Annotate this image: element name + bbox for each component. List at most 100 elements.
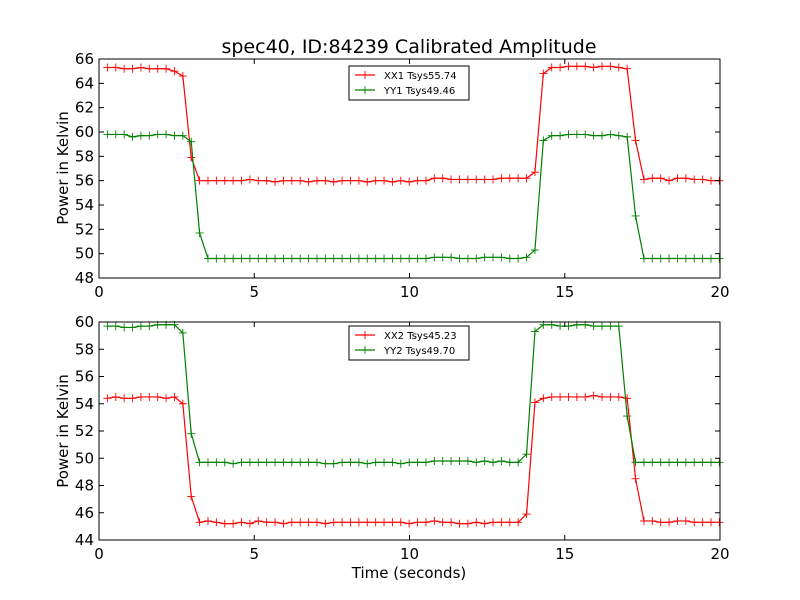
data-point-marker — [514, 254, 523, 263]
data-point-marker — [220, 458, 229, 467]
data-point-marker — [178, 131, 187, 140]
data-point-marker — [111, 392, 120, 401]
data-point-marker — [145, 322, 154, 331]
data-point-marker — [681, 174, 690, 183]
data-point-marker — [681, 254, 690, 263]
legend-swatch-marker — [361, 71, 369, 79]
data-point-marker — [405, 177, 414, 186]
data-point-marker — [195, 518, 204, 527]
data-point-marker — [304, 518, 313, 527]
data-point-marker — [472, 518, 481, 527]
data-point-marker — [614, 63, 623, 72]
data-point-marker — [623, 412, 632, 421]
legend-swatch-marker — [361, 346, 369, 354]
data-point-marker — [639, 458, 648, 467]
data-point-marker — [254, 516, 263, 525]
data-point-marker — [187, 153, 196, 162]
y-tick-label: 52 — [75, 422, 94, 440]
data-point-marker — [715, 518, 724, 527]
data-point-marker — [547, 131, 556, 140]
data-point-marker — [665, 176, 674, 185]
y-tick-label: 54 — [75, 395, 94, 413]
x-tick-label: 10 — [400, 545, 419, 563]
data-point-marker — [111, 322, 120, 331]
data-point-marker — [673, 458, 682, 467]
data-point-marker — [656, 518, 665, 527]
data-point-marker — [111, 130, 120, 139]
data-point-marker — [304, 458, 313, 467]
bottom-panel-ylabel: Power in Kelvin — [54, 374, 72, 488]
data-point-marker — [237, 458, 246, 467]
y-tick-label: 66 — [75, 50, 94, 68]
data-point-marker — [212, 254, 221, 263]
legend-swatch-marker — [361, 331, 369, 339]
chart-title: spec40, ID:84239 Calibrated Amplitude — [221, 36, 596, 58]
data-point-marker — [120, 64, 129, 73]
data-point-marker — [656, 174, 665, 183]
data-point-marker — [698, 518, 707, 527]
y-tick-label: 50 — [75, 245, 94, 263]
data-point-marker — [690, 518, 699, 527]
data-point-marker — [514, 458, 523, 467]
series-line — [107, 133, 720, 260]
data-point-marker — [287, 518, 296, 527]
legend-entry: YY1 Tsys49.46 — [355, 86, 455, 97]
top-panel-ylabel: Power in Kelvin — [54, 111, 72, 225]
data-point-marker — [530, 168, 539, 177]
data-point-marker — [128, 323, 137, 332]
data-point-marker — [614, 392, 623, 401]
data-point-marker — [346, 518, 355, 527]
data-point-marker — [706, 458, 715, 467]
data-point-marker — [497, 253, 506, 262]
data-point-marker — [430, 253, 439, 262]
data-point-marker — [539, 394, 548, 403]
data-point-marker — [354, 176, 363, 185]
data-point-marker — [589, 322, 598, 331]
data-point-marker — [212, 458, 221, 467]
data-point-marker — [388, 254, 397, 263]
data-point-marker — [522, 174, 531, 183]
y-tick-label: 56 — [75, 172, 94, 190]
data-point-marker — [329, 518, 338, 527]
y-tick-label: 60 — [75, 313, 94, 331]
data-point-marker — [262, 176, 271, 185]
data-point-marker — [237, 176, 246, 185]
data-point-marker — [220, 176, 229, 185]
legend-box — [348, 325, 470, 361]
data-point-marker — [178, 72, 187, 81]
legend-label: XX2 Tsys45.23 — [384, 331, 457, 342]
data-point-marker — [706, 518, 715, 527]
data-point-marker — [447, 253, 456, 262]
bottom-panel-xlabel: Time (seconds) — [351, 564, 467, 582]
data-point-marker — [480, 519, 489, 528]
legend-label: YY1 Tsys49.46 — [383, 86, 455, 97]
data-point-marker — [480, 456, 489, 465]
data-point-marker — [120, 394, 129, 403]
data-point-marker — [665, 254, 674, 263]
data-point-marker — [681, 516, 690, 525]
series-yy — [103, 320, 724, 468]
data-point-marker — [673, 516, 682, 525]
data-point-marker — [413, 518, 422, 527]
legend-box — [348, 65, 470, 101]
data-point-marker — [312, 176, 321, 185]
data-point-marker — [514, 518, 523, 527]
data-point-marker — [354, 518, 363, 527]
data-point-marker — [371, 518, 380, 527]
data-point-marker — [203, 176, 212, 185]
data-point-marker — [153, 130, 162, 139]
data-point-marker — [170, 67, 179, 76]
data-point-marker — [271, 177, 280, 186]
data-point-marker — [203, 254, 212, 263]
data-point-marker — [212, 518, 221, 527]
data-point-marker — [220, 519, 229, 528]
data-point-marker — [170, 392, 179, 401]
legend-label: XX1 Tsys55.74 — [384, 71, 457, 82]
data-point-marker — [698, 254, 707, 263]
top-panel: Power in Kelvin 0 5 10 15 20 48 50 52 54 56 58 60 62… — [54, 50, 730, 301]
data-point-marker — [421, 176, 430, 185]
data-point-marker — [631, 211, 640, 220]
data-point-marker — [673, 174, 682, 183]
data-point-marker — [656, 254, 665, 263]
data-point-marker — [245, 175, 254, 184]
